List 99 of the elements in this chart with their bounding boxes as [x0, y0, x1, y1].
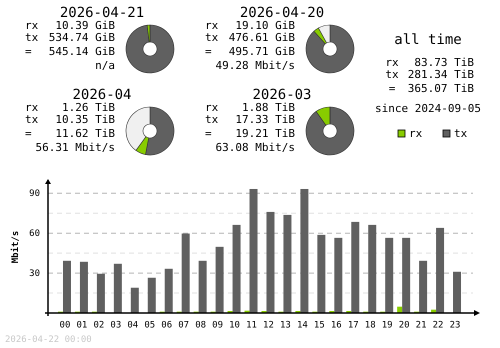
- x-tick-label: 13: [280, 320, 291, 330]
- text: =: [388, 82, 396, 95]
- text: 19.21 TiB: [235, 127, 296, 140]
- bar: [114, 264, 122, 313]
- legend-label: rx: [409, 127, 423, 140]
- bar: [402, 238, 410, 313]
- bar: [300, 188, 308, 313]
- text: n/a: [95, 59, 115, 72]
- bar: [397, 306, 402, 313]
- bar: [80, 262, 88, 313]
- text: 19.10 GiB: [235, 19, 296, 32]
- bar: [250, 188, 258, 313]
- bar: [436, 228, 444, 313]
- text: 1.88 TiB: [242, 101, 296, 114]
- donut-slice: [306, 24, 354, 74]
- chart-title: 2026-04-21: [60, 5, 144, 21]
- text: rx: [25, 19, 39, 32]
- x-tick-label: 20: [398, 320, 410, 330]
- text: =: [205, 45, 212, 58]
- text: 10.39 GiB: [55, 19, 116, 32]
- bar: [62, 260, 71, 313]
- text: tx: [205, 113, 219, 126]
- text: tx: [25, 31, 39, 44]
- donut-slice: [126, 24, 174, 74]
- x-tick-label: 01: [76, 320, 88, 330]
- text: 17.33 TiB: [235, 113, 296, 126]
- x-tick-label: 05: [144, 320, 156, 330]
- x-tick-label: 18: [364, 320, 376, 330]
- x-tick-label: 02: [93, 320, 104, 330]
- text: 83.73 TiB: [414, 56, 474, 69]
- text: rx: [205, 19, 219, 32]
- bar: [182, 234, 190, 313]
- text: 476.61 GiB: [228, 31, 296, 44]
- y-axis-title: Mbit/s: [10, 230, 21, 264]
- x-tick-label: 07: [178, 320, 190, 330]
- bar: [283, 214, 292, 313]
- y-tick-label: 30: [29, 268, 40, 279]
- bar: [419, 260, 428, 313]
- bar: [164, 268, 173, 313]
- x-tick-label: 23: [450, 320, 460, 330]
- chart-title: 2026-04-20: [240, 5, 324, 21]
- x-tick-label: 04: [127, 320, 138, 330]
- bar: [96, 274, 105, 313]
- text: rx: [205, 101, 219, 114]
- text: 1.26 TiB: [62, 101, 116, 114]
- bar: [232, 224, 241, 313]
- x-tick-label: 21: [416, 320, 427, 330]
- x-tick-label: 17: [348, 320, 359, 330]
- bar: [334, 238, 342, 313]
- text: 63.08 Mbit/s: [216, 141, 295, 154]
- x-tick-label: 16: [330, 320, 342, 330]
- x-tick-label: 06: [161, 320, 172, 330]
- text: 281.34 TiB: [408, 68, 474, 81]
- text: tx: [205, 31, 219, 44]
- bar: [368, 224, 376, 313]
- bar: [453, 272, 462, 313]
- chart-title: 2026-03: [252, 87, 312, 103]
- bar: [351, 222, 360, 313]
- text: =: [25, 127, 32, 140]
- x-tick-label: 11: [246, 320, 257, 330]
- text: =: [205, 127, 212, 140]
- x-tick-label: 03: [110, 320, 122, 330]
- y-tick-label: 90: [29, 189, 40, 200]
- bar: [266, 212, 274, 313]
- text: 534.74 GiB: [48, 31, 116, 44]
- x-tick-label: 22: [432, 320, 444, 330]
- text: 56.31 Mbit/s: [36, 141, 115, 154]
- text: =: [25, 45, 32, 58]
- bar: [216, 246, 224, 313]
- text: tx: [25, 113, 39, 126]
- x-tick-label: 09: [212, 320, 224, 330]
- x-tick-label: 00: [60, 320, 70, 330]
- y-tick-label: 60: [29, 229, 40, 240]
- donut-slice: [306, 106, 354, 156]
- bar: [385, 238, 394, 313]
- x-tick-label: 14: [296, 320, 308, 330]
- chart-title: 2026-04: [72, 87, 132, 103]
- text: all time: [394, 32, 462, 48]
- bar: [148, 278, 156, 313]
- text: since 2024-09-05: [375, 102, 481, 115]
- text: rx: [25, 101, 39, 114]
- text: 10.35 TiB: [55, 113, 116, 126]
- x-tick-label: 12: [263, 320, 274, 330]
- text: 365.07 TiB: [408, 82, 474, 95]
- text: 545.14 GiB: [48, 45, 116, 58]
- legend-label: tx: [454, 127, 468, 140]
- x-tick-label: 19: [382, 320, 393, 330]
- text: 49.28 Mbit/s: [216, 59, 295, 72]
- bar: [130, 288, 139, 313]
- text: 11.62 TiB: [55, 127, 116, 140]
- x-tick-label: 10: [229, 320, 240, 330]
- text: rx: [385, 56, 399, 69]
- x-tick-label: 08: [195, 320, 206, 330]
- bar: [317, 234, 326, 313]
- bar: [431, 310, 436, 313]
- x-tick-label: 15: [314, 320, 325, 330]
- text: 495.71 GiB: [228, 45, 296, 58]
- text: tx: [385, 68, 399, 81]
- bar: [198, 260, 207, 313]
